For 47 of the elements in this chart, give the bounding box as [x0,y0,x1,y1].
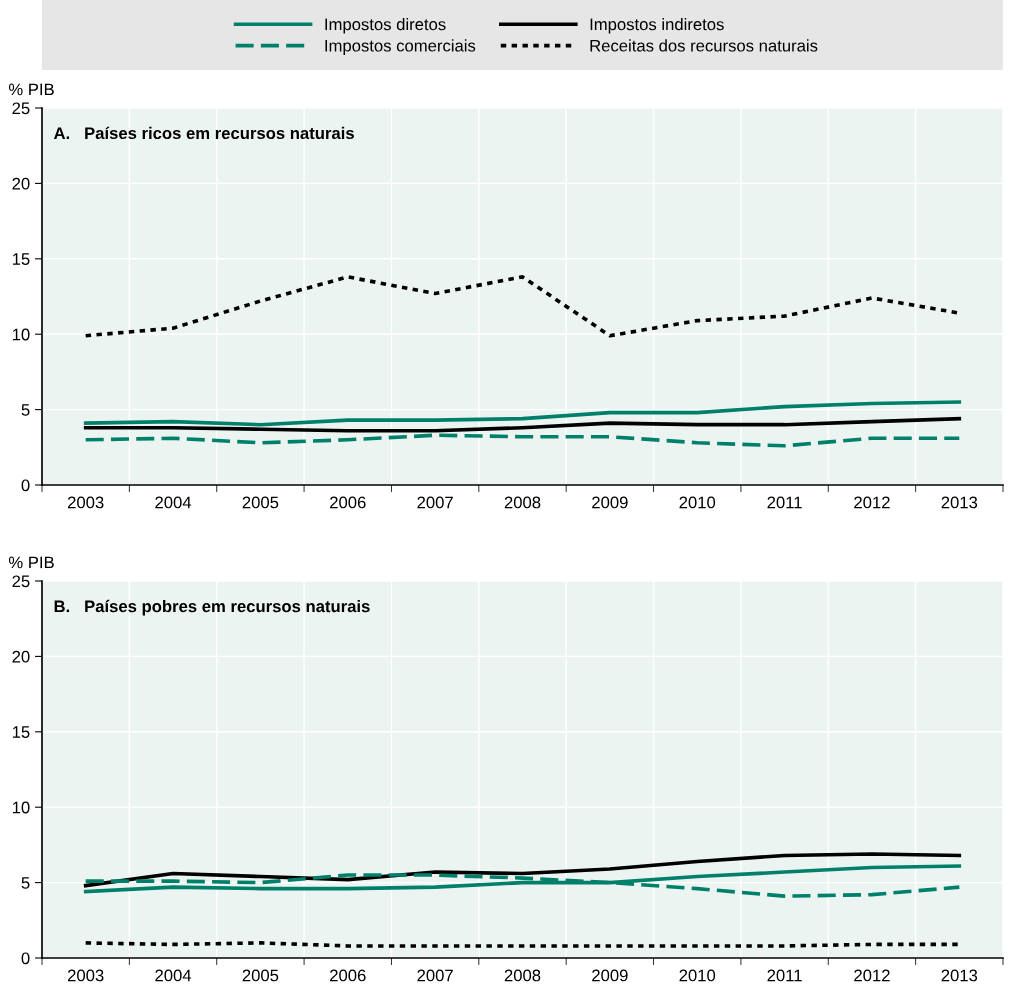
y-tick-label: 10 [12,801,30,814]
x-tick-label: 2003 [67,969,104,982]
text: B. Países pobres em recursos naturais [54,599,370,616]
line-series [83,433,962,448]
x-tick-label: 2012 [854,496,890,509]
y-tick-label: 0 [21,479,30,492]
y-tick-label: 0 [21,952,30,965]
y-tick-label: 20 [12,177,30,190]
x-tick-label: 2004 [155,969,192,982]
x-tick-label: 2008 [504,496,541,509]
y-tick-label: 20 [12,650,30,663]
y-tick-label: 25 [12,575,30,588]
x-tick-label: 2010 [679,496,716,509]
line-series [83,852,962,888]
x-tick-label: 2007 [417,969,453,982]
y-tick-label: 15 [12,253,30,265]
x-tick-label: 2009 [592,969,628,982]
line-series [83,400,962,427]
y-axis-title: % PIB [8,83,54,96]
x-tick-label: 2011 [767,496,802,509]
x-tick-label: 2006 [330,496,366,509]
x-tick-label: 2007 [417,496,453,509]
x-tick-label: 2005 [242,969,279,982]
x-tick-label: 2009 [592,496,628,509]
text: A. Países ricos em recursos naturais [53,126,354,140]
x-tick-label: 2004 [155,496,192,509]
y-tick-label: 5 [21,877,30,889]
y-tick-label: 5 [21,404,30,416]
y-tick-label: 10 [12,328,30,341]
line-series [83,864,962,894]
legend-label: Receitas dos recursos naturais [590,39,818,52]
x-tick-label: 2013 [941,969,978,982]
x-tick-label: 2003 [67,496,104,509]
y-axis-title: % PIB [8,556,54,569]
x-tick-label: 2010 [679,969,716,982]
y-tick-label: 15 [12,726,30,738]
x-tick-label: 2008 [504,969,541,982]
line-series [83,416,962,433]
legend-label: Impostos diretos [325,18,446,34]
legend-label: Impostos indiretos [590,18,724,34]
legend-label: Impostos comerciais [325,39,476,55]
y-tick-label: 25 [12,102,30,115]
x-tick-label: 2005 [242,496,279,509]
x-tick-label: 2012 [854,969,890,982]
x-tick-label: 2013 [941,496,978,509]
x-tick-label: 2011 [767,969,802,982]
x-tick-label: 2006 [330,969,366,982]
